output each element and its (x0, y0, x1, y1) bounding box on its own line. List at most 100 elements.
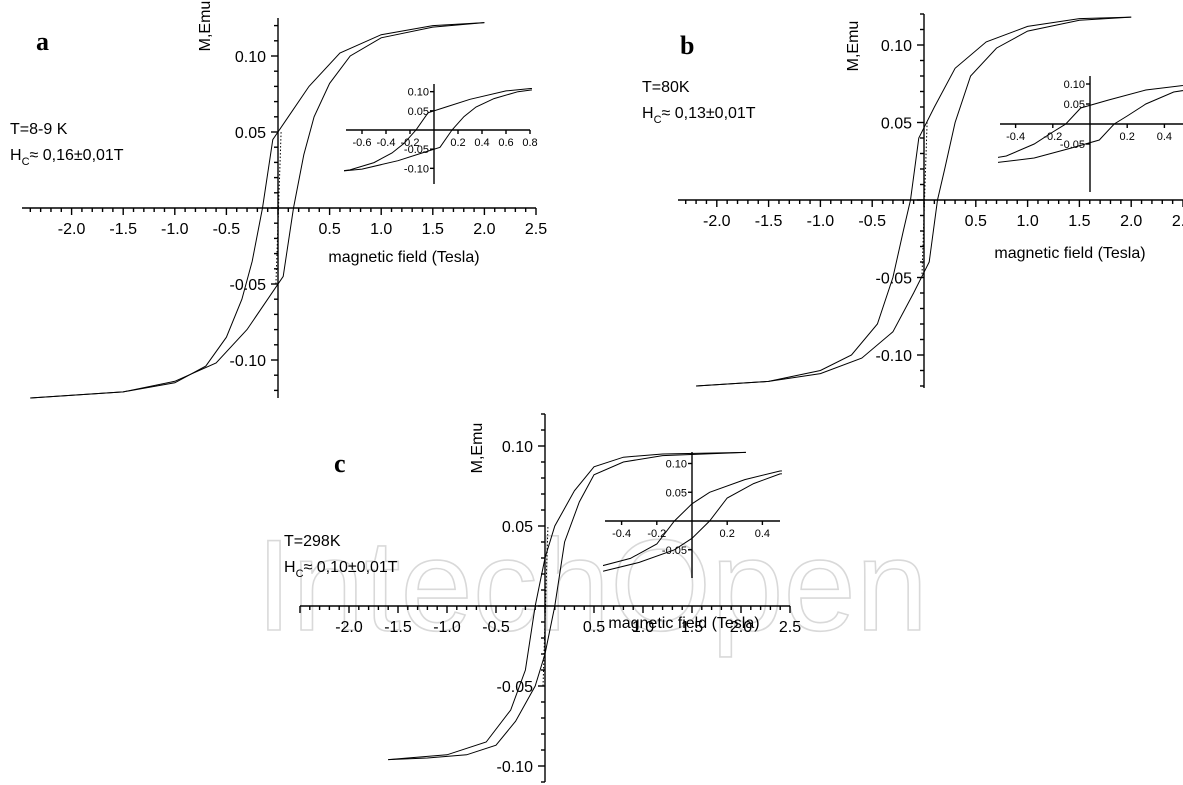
y-tick-label: 0.10 (502, 439, 533, 456)
descending-branch-line (388, 451, 746, 761)
x-tick-label: 2.5 (779, 619, 801, 636)
dotted-trace (921, 122, 928, 278)
x-tick-label: -1.5 (755, 213, 783, 230)
inset-x-tick-label: -0.2 (647, 528, 666, 540)
y-tick-label: -0.10 (230, 353, 267, 370)
y-tick-label: 0.05 (235, 125, 266, 142)
watermark-text: IntechOpen (256, 512, 928, 658)
inset-x-tick-label: 0.2 (720, 528, 735, 540)
panel-b-letter: b (680, 31, 694, 60)
x-tick-label: -0.5 (213, 221, 241, 238)
inset-ascending-branch-line (603, 470, 782, 567)
panel-b-temperature: T=80K (642, 79, 690, 96)
inset-panel: -0.6 -0.4 -0.2 0.2 0.4 0.6 0.80.100.05-0.05-0.… (344, 84, 538, 184)
panel-b-coercive-field: HC≈ 0,13±0,01T (642, 105, 756, 126)
x-tick-label: 1.5 (1068, 213, 1090, 230)
x-tick-label: -1.0 (807, 213, 835, 230)
x-tick-label: 0.5 (965, 213, 987, 230)
y-axis-label: M,Emu (197, 1, 214, 52)
inset-x-tick-label: -0.2 (401, 137, 420, 149)
x-tick-label: -2.0 (335, 619, 363, 636)
y-tick-label: -0.10 (497, 759, 534, 776)
panel-c: c T=298K HC≈ 0,10±0,01T -2.0 -1.5 -1.0 -0.5… (284, 413, 801, 783)
panel-a-letter: a (36, 27, 49, 56)
inset-panel: -0.4 -0.2 0.2 0.4 0.10 0.05 -0.05 (603, 452, 782, 578)
inset-x-tick-label: -0.4 (1006, 131, 1025, 143)
x-tick-label: -0.5 (482, 619, 510, 636)
inset-y-tick-label: 0.10 (408, 87, 429, 99)
x-axis-label: magnetic field (Tesla) (328, 249, 479, 266)
x-tick-label: -2.0 (58, 221, 86, 238)
x-tick-label: 2.5 (525, 221, 547, 238)
inset-x-tick-label: 0.2 (1120, 131, 1135, 143)
x-tick-label: -1.0 (161, 221, 189, 238)
x-tick-label: 1.5 (681, 619, 703, 636)
descending-branch-line (696, 16, 1132, 387)
x-tick-label: -1.5 (384, 619, 412, 636)
inset-descending-branch-line (603, 473, 782, 572)
x-tick-label: 0.5 (583, 619, 605, 636)
inset-y-tick-label: 0.05 (1064, 99, 1085, 111)
inset-x-tick-label: 0.8 (522, 137, 537, 149)
inset-x-tick-label: -0.6 (353, 137, 372, 149)
y-tick-label: -0.10 (876, 348, 913, 365)
x-tick-label: 2.5 (1172, 213, 1183, 230)
panel-c-coercive-field: HC≈ 0,10±0,01T (284, 559, 398, 580)
x-tick-label: 1.0 (1016, 213, 1038, 230)
x-axis-label: magnetic field (Tesla) (994, 245, 1145, 262)
inset-y-tick-label: -0.05 (1060, 139, 1085, 151)
inset-y-tick-label: -0.10 (404, 163, 429, 175)
inset-y-tick-label: 0.05 (408, 106, 429, 118)
y-tick-label: 0.10 (235, 49, 266, 66)
inset-x-tick-label: 0.4 (1157, 131, 1172, 143)
y-axis-label: M,Emu (845, 21, 862, 72)
inset-x-tick-label: 0.4 (755, 528, 770, 540)
inset-ascending-branch-line (344, 87, 532, 172)
inset-x-tick-label: -0.4 (612, 528, 631, 540)
x-tick-label: 1.0 (632, 619, 654, 636)
inset-descending-branch-line (998, 90, 1183, 163)
y-tick-label: -0.05 (230, 277, 267, 294)
y-axis-label: M,Emu (469, 423, 486, 474)
x-tick-label: -0.5 (858, 213, 886, 230)
x-tick-label: 1.5 (422, 221, 444, 238)
dotted-trace (542, 525, 549, 687)
descending-branch-line (30, 22, 485, 399)
y-tick-label: -0.05 (876, 271, 913, 288)
inset-y-tick-label: 0.10 (1064, 79, 1085, 91)
inset-x-tick-label: 0.2 (450, 137, 465, 149)
y-tick-label: -0.05 (497, 679, 534, 696)
x-tick-label: 2.0 (473, 221, 495, 238)
x-tick-label: 0.5 (318, 221, 340, 238)
y-tick-label: 0.10 (881, 38, 912, 55)
x-tick-label: -2.0 (703, 213, 731, 230)
panel-a: a T=8-9 K HC≈ 0,16±0,01T -2.0 -1.5 -1.0 -0.… (10, 1, 547, 399)
inset-panel: -0.4 -0.2 0.2 0.4 0.10 0.05 -0.05 (998, 76, 1183, 192)
x-axis-label: magnetic field (Tesla) (608, 615, 759, 632)
inset-y-tick-label: -0.05 (662, 545, 687, 557)
ascending-branch-line (696, 16, 1132, 387)
inset-y-tick-label: 0.10 (666, 459, 687, 471)
panel-b: b T=80K HC≈ 0,13±0,01T -2.0 -1.5 -1.0 -0.5 0… (642, 13, 1183, 388)
ascending-branch-line (388, 451, 746, 761)
inset-x-tick-label: 0.4 (474, 137, 489, 149)
y-tick-label: 0.05 (502, 519, 533, 536)
x-tick-label: 1.0 (370, 221, 392, 238)
x-tick-label: 2.0 (730, 619, 752, 636)
dotted-trace (275, 131, 282, 285)
panel-a-coercive-field: HC≈ 0,16±0,01T (10, 147, 124, 168)
panel-c-letter: c (334, 449, 346, 478)
inset-descending-branch-line (344, 89, 532, 172)
inset-ascending-branch-line (998, 84, 1183, 158)
inset-y-tick-label: 0.05 (666, 487, 687, 499)
y-tick-label: 0.05 (881, 116, 912, 133)
x-tick-label: -1.5 (109, 221, 137, 238)
inset-x-tick-label: -0.4 (377, 137, 396, 149)
x-tick-label: -1.0 (433, 619, 461, 636)
panel-c-temperature: T=298K (284, 533, 341, 550)
x-tick-label: 2.0 (1120, 213, 1142, 230)
panel-a-temperature: T=8-9 K (10, 121, 68, 138)
inset-x-tick-label: -0.2 (1043, 131, 1062, 143)
inset-x-tick-label: 0.6 (498, 137, 513, 149)
